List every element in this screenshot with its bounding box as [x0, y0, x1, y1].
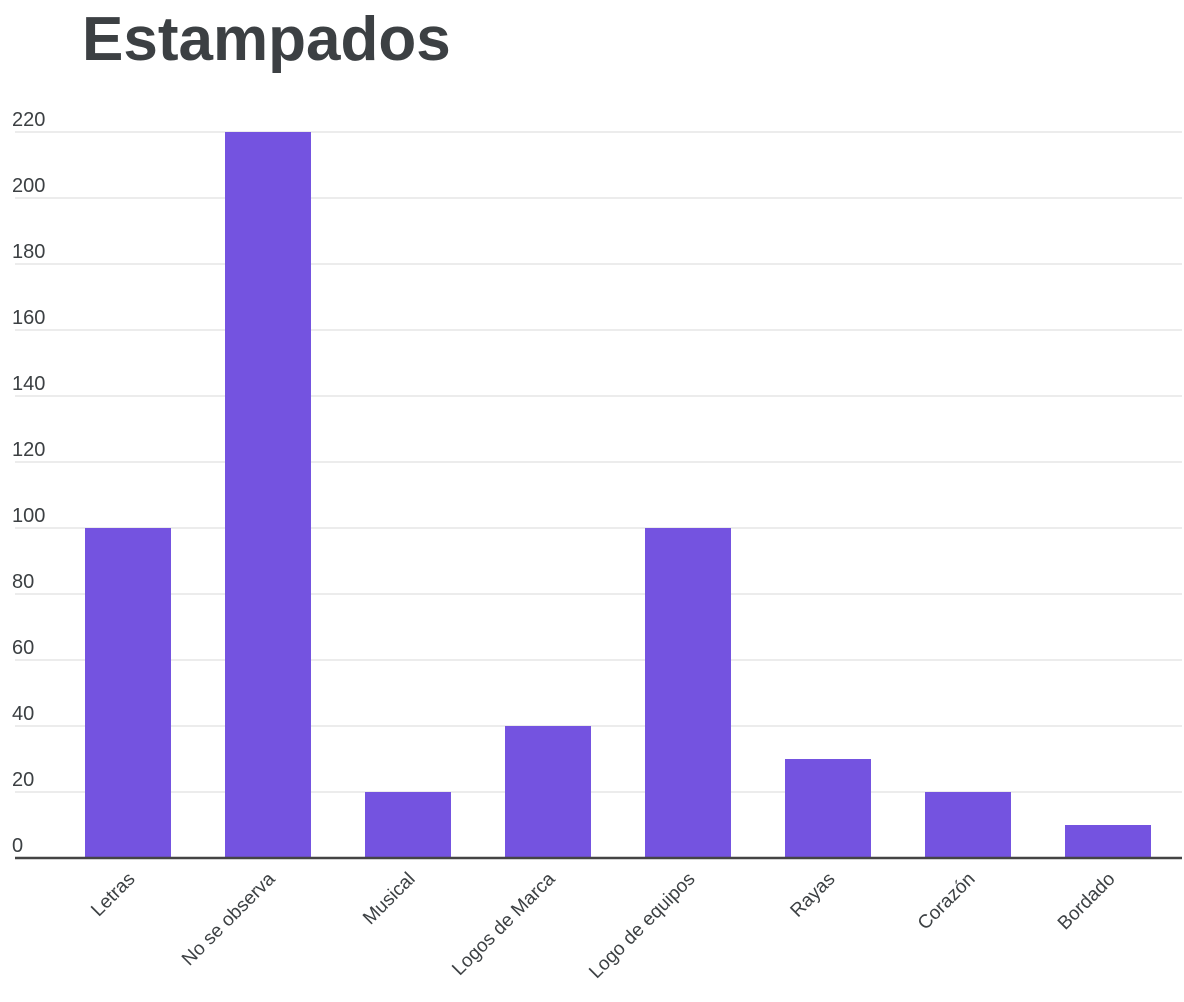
- y-tick-label: 20: [12, 769, 34, 791]
- y-tick-label: 180: [12, 241, 45, 263]
- y-tick-label: 100: [12, 505, 45, 527]
- chart-title: Estampados: [82, 5, 451, 74]
- x-tick-label: No se observa: [178, 868, 280, 970]
- x-tick-label: Logo de equipos: [585, 869, 699, 983]
- y-tick-label: 80: [12, 571, 34, 593]
- x-axis-ticks: Letras No se observa Musical Logos de Marca…: [87, 868, 1119, 983]
- y-tick-label: 160: [12, 307, 45, 329]
- y-tick-label: 60: [12, 637, 34, 659]
- bar: [365, 792, 451, 858]
- bars: [85, 132, 1151, 858]
- x-tick-label: Bordado: [1054, 869, 1120, 935]
- y-axis-ticks: 0 20 40 60 80 100 120 140 160 180 200 220: [12, 109, 45, 857]
- y-tick-label: 220: [12, 109, 45, 131]
- bar: [505, 726, 591, 858]
- bar: [925, 792, 1011, 858]
- x-tick-label: Corazón: [914, 869, 980, 935]
- y-tick-label: 200: [12, 175, 45, 197]
- y-tick-label: 140: [12, 373, 45, 395]
- y-tick-label: 40: [12, 703, 34, 725]
- x-tick-label: Rayas: [787, 869, 840, 922]
- x-tick-label: Musical: [359, 869, 419, 929]
- x-tick-label: Logos de Marca: [448, 868, 559, 979]
- bar: [225, 132, 311, 858]
- x-tick-label: Letras: [87, 869, 139, 921]
- bar: [785, 759, 871, 858]
- bar: [85, 528, 171, 858]
- y-tick-label: 120: [12, 439, 45, 461]
- bar: [645, 528, 731, 858]
- bar: [1065, 825, 1151, 858]
- gridlines: [15, 131, 1182, 793]
- y-tick-label: 0: [12, 835, 23, 857]
